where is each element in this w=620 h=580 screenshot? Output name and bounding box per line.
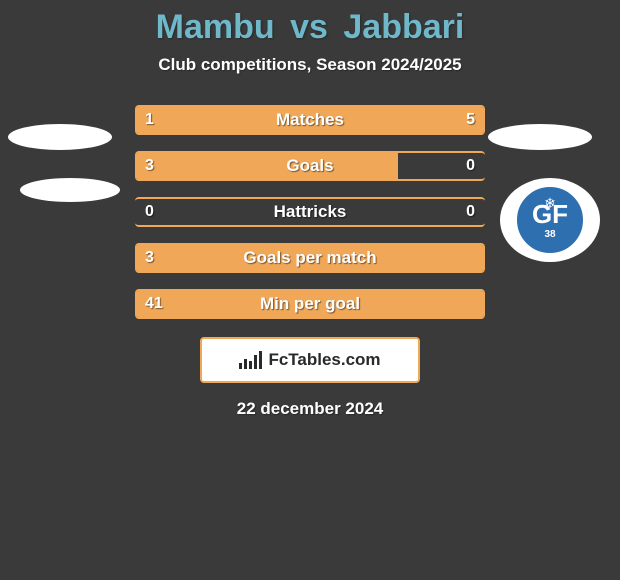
stat-value-right: 0	[466, 199, 475, 225]
stat-label: Min per goal	[135, 291, 485, 317]
stat-value-right: 0	[466, 153, 475, 179]
title-player-right: Jabbari	[343, 8, 464, 46]
subtitle: Club competitions, Season 2024/2025	[0, 55, 620, 75]
page-title: Mambu vs Jabbari	[0, 0, 620, 47]
stat-value-left: 3	[145, 153, 154, 179]
stat-label: Hattricks	[135, 199, 485, 225]
date-text: 22 december 2024	[0, 399, 620, 419]
brand-badge: FcTables.com	[200, 337, 420, 383]
stat-value-right: 5	[466, 107, 475, 133]
stat-row: Min per goal41	[135, 289, 485, 319]
stat-value-left: 1	[145, 107, 154, 133]
comparison-infographic: Mambu vs Jabbari Club competitions, Seas…	[0, 0, 620, 580]
chart-icon	[239, 351, 262, 369]
stat-row: Matches1 5	[135, 105, 485, 135]
stat-row: Goals3 0	[135, 151, 485, 181]
stat-value-left: 41	[145, 291, 163, 317]
title-player-left: Mambu	[156, 8, 275, 46]
stat-row: Goals per match3	[135, 243, 485, 273]
stat-value-left: 3	[145, 245, 154, 271]
brand-text: FcTables.com	[268, 350, 380, 370]
stat-label: Goals per match	[135, 245, 485, 271]
stat-label: Matches	[135, 107, 485, 133]
title-vs: vs	[290, 8, 328, 46]
stat-row: Hattricks0 0	[135, 197, 485, 227]
stats-area: Matches15Goals30Hattricks00Goals per mat…	[0, 105, 620, 319]
stat-label: Goals	[135, 153, 485, 179]
stat-value-left: 0	[145, 199, 154, 225]
